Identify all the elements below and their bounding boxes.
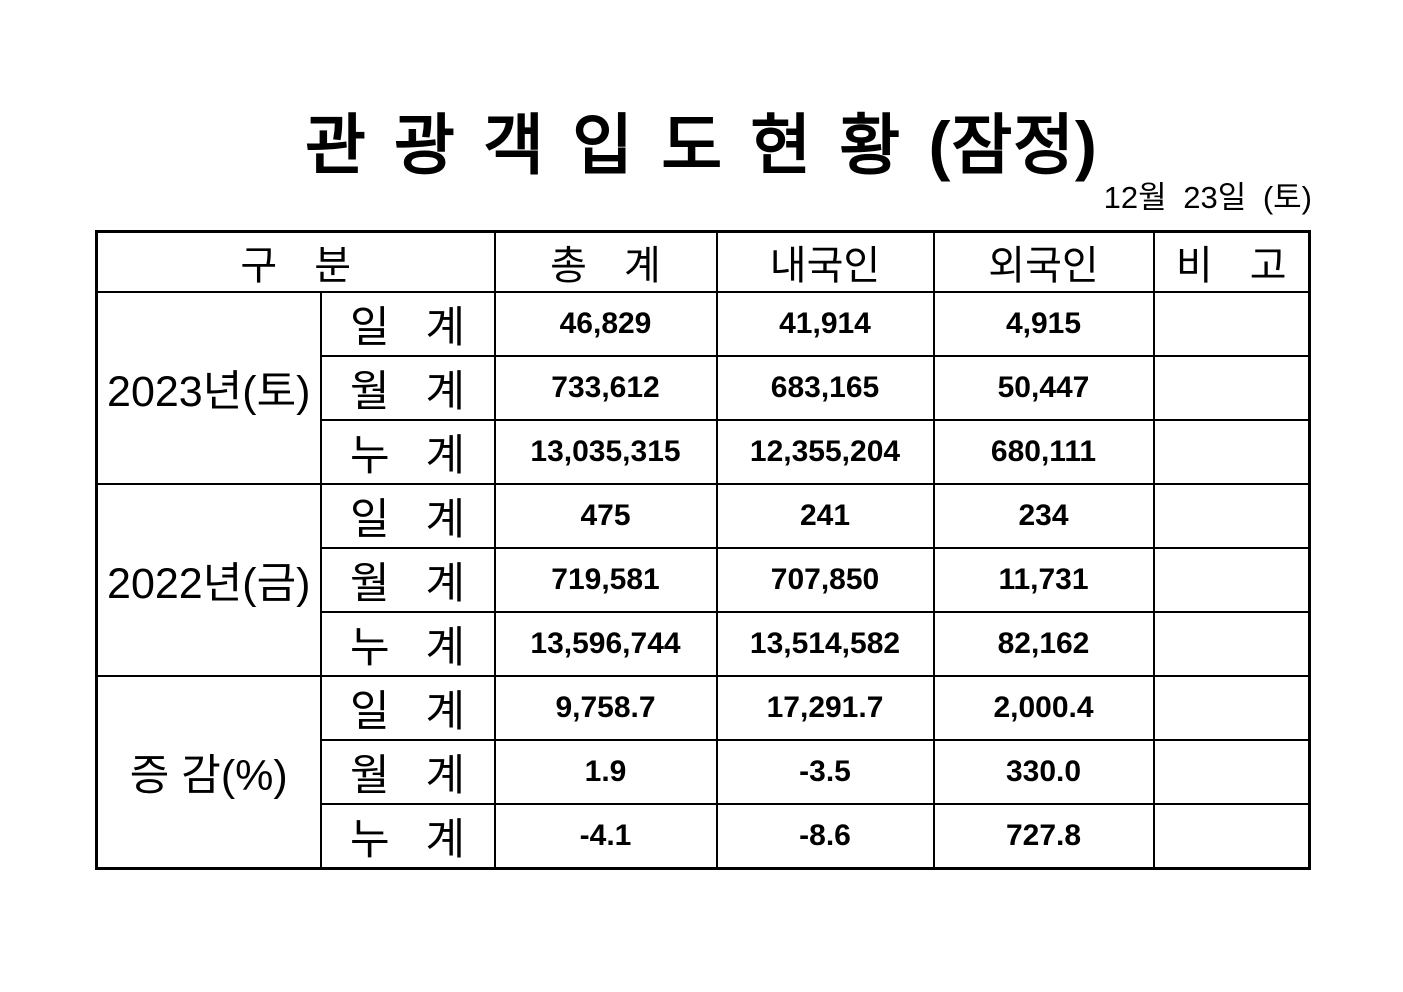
cell-domestic: -3.5	[715, 739, 935, 805]
row-label-monthly: 월 계	[319, 355, 496, 421]
cell-total: 1.9	[493, 739, 718, 805]
row-change-daily: 증 감(%) 일 계 9,758.7 17,291.7 2,000.4	[95, 675, 1311, 870]
row-2022-daily: 2022년(금) 일 계 475 241 234	[95, 483, 1311, 677]
group-label-2023: 2023년(토)	[95, 291, 322, 485]
cell-domestic: 12,355,204	[715, 419, 935, 485]
cell-remarks	[1152, 291, 1311, 357]
col-header-domestic: 내국인	[715, 230, 935, 293]
report-date: 12월 23일 (토)	[1103, 180, 1312, 215]
row-label-cumulative: 누 계	[319, 419, 496, 485]
cell-foreign: 11,731	[932, 547, 1155, 613]
col-header-category: 구 분	[95, 230, 496, 293]
cell-remarks	[1152, 547, 1311, 613]
cell-remarks	[1152, 739, 1311, 805]
row-label-cumulative: 누 계	[319, 611, 496, 677]
cell-domestic: 683,165	[715, 355, 935, 421]
cell-foreign: 4,915	[932, 291, 1155, 357]
row-label-daily: 일 계	[319, 483, 496, 549]
cell-remarks	[1152, 419, 1311, 485]
cell-total: 733,612	[493, 355, 718, 421]
row-2023-daily: 2023년(토) 일 계 46,829 41,914 4,915	[95, 291, 1311, 485]
cell-remarks	[1152, 611, 1311, 677]
cell-foreign: 330.0	[932, 739, 1155, 805]
row-change-monthly: 월 계 1.9 -3.5 330.0	[97, 739, 1311, 805]
cell-remarks	[1152, 355, 1311, 421]
page-title: 관 광 객 입 도 현 황 (잠정)	[305, 108, 1098, 182]
col-header-foreign: 외국인	[932, 230, 1155, 293]
row-2023-cumulative: 누 계 13,035,315 12,355,204 680,111	[97, 419, 1311, 485]
row-label-daily: 일 계	[319, 675, 496, 741]
cell-domestic: 241	[715, 483, 935, 549]
table-header-row: 구 분 총 계 내국인 외국인 비 고	[95, 230, 1311, 293]
row-2022-monthly: 월 계 719,581 707,850 11,731	[97, 547, 1311, 613]
cell-remarks	[1152, 803, 1311, 870]
cell-domestic: 707,850	[715, 547, 935, 613]
cell-domestic: 13,514,582	[715, 611, 935, 677]
cell-domestic: -8.6	[715, 803, 935, 870]
cell-total: 46,829	[493, 291, 718, 357]
row-label-monthly: 월 계	[319, 739, 496, 805]
cell-foreign: 82,162	[932, 611, 1155, 677]
col-header-remarks: 비 고	[1152, 230, 1311, 293]
col-header-total: 총 계	[493, 230, 718, 293]
group-label-change: 증 감(%)	[95, 675, 322, 870]
row-label-daily: 일 계	[319, 291, 496, 357]
group-label-2022: 2022년(금)	[95, 483, 322, 677]
row-label-cumulative: 누 계	[319, 803, 496, 870]
cell-foreign: 234	[932, 483, 1155, 549]
cell-domestic: 17,291.7	[715, 675, 935, 741]
row-label-monthly: 월 계	[319, 547, 496, 613]
cell-remarks	[1152, 483, 1311, 549]
row-2022-cumulative: 누 계 13,596,744 13,514,582 82,162	[97, 611, 1311, 677]
row-2023-monthly: 월 계 733,612 683,165 50,447	[97, 355, 1311, 421]
tourist-arrivals-table: 구 분 총 계 내국인 외국인 비 고 2023년(토) 일 계 46,829 …	[95, 230, 1311, 870]
cell-foreign: 680,111	[932, 419, 1155, 485]
cell-total: 475	[493, 483, 718, 549]
cell-foreign: 727.8	[932, 803, 1155, 870]
cell-remarks	[1152, 675, 1311, 741]
cell-total: 9,758.7	[493, 675, 718, 741]
cell-total: 719,581	[493, 547, 718, 613]
cell-total: 13,596,744	[493, 611, 718, 677]
cell-total: 13,035,315	[493, 419, 718, 485]
row-change-cumulative: 누 계 -4.1 -8.6 727.8	[97, 803, 1311, 870]
cell-total: -4.1	[493, 803, 718, 870]
cell-foreign: 2,000.4	[932, 675, 1155, 741]
cell-foreign: 50,447	[932, 355, 1155, 421]
cell-domestic: 41,914	[715, 291, 935, 357]
